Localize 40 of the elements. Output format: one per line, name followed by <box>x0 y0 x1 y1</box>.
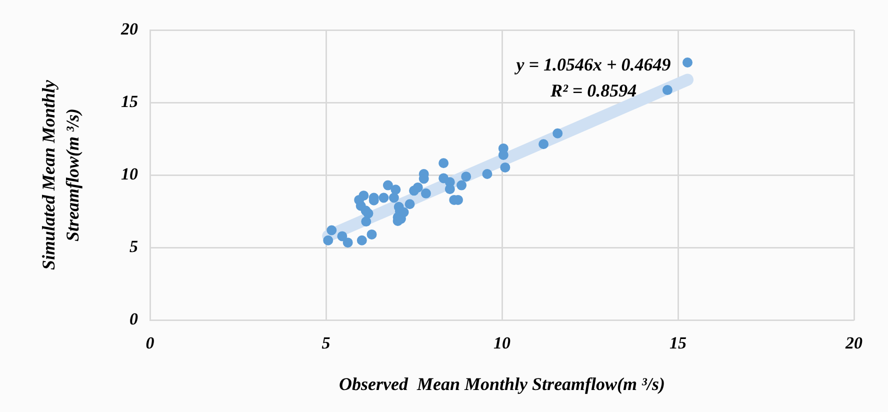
point <box>382 180 393 190</box>
point <box>552 128 563 138</box>
x-axis-title: Observed Mean Monthly Streamflow(m ³/s) <box>339 374 665 394</box>
point <box>438 158 449 168</box>
point <box>420 188 431 198</box>
point <box>500 162 510 172</box>
annotation: y = 1.0546x + 0.4649 <box>514 54 671 75</box>
x-tick-label: 5 <box>322 334 331 353</box>
point <box>482 168 492 179</box>
point <box>366 229 377 240</box>
x-tick-label: 0 <box>146 334 155 353</box>
annotation: R² = 0.8594 <box>549 80 637 101</box>
point <box>378 192 389 203</box>
point <box>356 235 367 246</box>
point <box>361 216 372 227</box>
y-tick-label: 0 <box>130 309 138 328</box>
point <box>390 184 401 195</box>
point <box>358 190 369 201</box>
point <box>323 235 334 246</box>
point <box>444 184 455 194</box>
point <box>342 238 353 248</box>
x-tick-label: 15 <box>670 334 687 353</box>
y-tick-label: 10 <box>121 164 138 184</box>
point <box>404 199 415 210</box>
x-tick-label: 10 <box>494 334 511 353</box>
point <box>412 182 423 192</box>
point <box>461 172 472 182</box>
y-tick-label: 5 <box>130 236 138 256</box>
point <box>326 225 337 236</box>
y-axis-title: Simulated Mean Monthly Streamflow(m ³/s) <box>38 78 83 270</box>
point <box>388 192 399 203</box>
point <box>337 231 348 242</box>
point <box>538 139 549 150</box>
point <box>363 208 374 218</box>
point <box>662 85 672 96</box>
y-tick-label: 20 <box>120 19 138 38</box>
x-tick-label: 20 <box>844 334 863 353</box>
point <box>682 57 693 68</box>
point <box>456 180 467 190</box>
y-tick-label: 15 <box>121 92 138 111</box>
